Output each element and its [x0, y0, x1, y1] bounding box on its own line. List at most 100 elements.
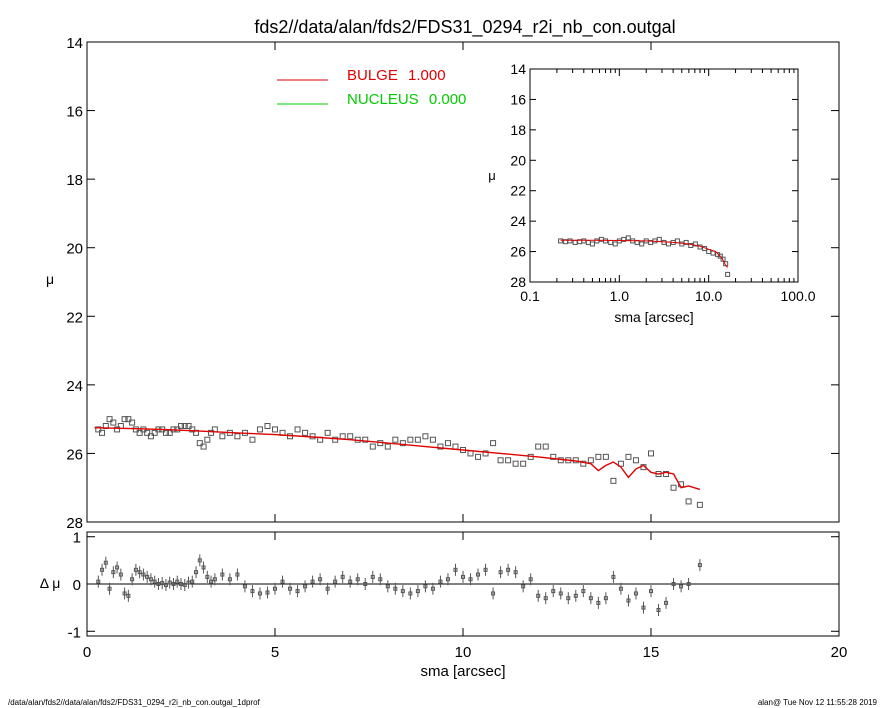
- main-data-point: [482, 450, 489, 457]
- inset-data-point: [639, 241, 645, 247]
- residual-data-point: [641, 605, 646, 610]
- inset-data-point: [567, 238, 573, 244]
- bulge-model-line: [94, 427, 701, 491]
- main-data-point: [302, 429, 309, 436]
- residual-data-point: [430, 586, 435, 591]
- inset-log-panel: 14 16 18 20 22 24 26 28 0.1 1.0 10.0 100.0 μ sma […: [488, 61, 815, 325]
- main-y-tick-label: 16: [66, 104, 83, 121]
- residual-data-point: [137, 570, 142, 575]
- main-y-tick-label: 14: [66, 35, 83, 52]
- residual-data-point: [273, 586, 277, 591]
- residual-data-point: [370, 574, 375, 579]
- residual-data-point: [633, 591, 638, 596]
- main-data-point: [452, 443, 459, 450]
- main-observed-points: [95, 416, 703, 508]
- residual-data-point: [148, 577, 153, 582]
- main-data-point: [587, 457, 594, 464]
- residual-data-point: [423, 584, 428, 589]
- residual-data-point: [257, 591, 262, 596]
- residual-data-point: [130, 577, 135, 582]
- legend-bulge-name: BULGE: [347, 67, 398, 84]
- main-data-point: [162, 429, 169, 436]
- main-data-point: [648, 450, 654, 457]
- main-data-point: [595, 453, 602, 460]
- main-data-point: [189, 426, 196, 433]
- main-data-point: [185, 423, 192, 429]
- residual-data-point: [385, 584, 390, 589]
- inset-data-point: [612, 241, 618, 247]
- residual-y-tick-label: 1: [73, 530, 81, 547]
- residual-y-axis: -1 0 1: [68, 530, 839, 641]
- main-data-point: [249, 436, 256, 443]
- inset-data-point: [594, 238, 600, 244]
- residual-data-point: [163, 582, 168, 587]
- residual-data-point: [483, 567, 488, 572]
- residual-data-point: [596, 600, 601, 605]
- residual-data-point: [408, 591, 413, 596]
- residual-data-point: [513, 570, 518, 575]
- main-data-point: [407, 436, 414, 443]
- residual-data-point: [588, 596, 593, 601]
- residual-data-point: [649, 589, 653, 594]
- residual-data-point: [363, 582, 368, 586]
- inset-data-point: [558, 238, 564, 244]
- main-profile-panel: 14 16 18 20 22 24 26 28 μ BULGE 1.000 NUCLEUS 0…: [46, 35, 840, 532]
- residual-data-point: [186, 580, 191, 585]
- residual-data-point: [438, 579, 443, 584]
- main-data-point: [392, 436, 399, 443]
- residual-data-point: [618, 586, 623, 591]
- main-y-axis: 14 16 18 20 22 24 26 28: [66, 35, 839, 532]
- residual-data-point: [156, 582, 161, 586]
- main-data-point: [520, 460, 527, 467]
- main-y-tick-label: 22: [66, 309, 83, 326]
- residual-data-point: [182, 582, 187, 587]
- main-data-point: [99, 429, 106, 436]
- residual-data-point: [107, 586, 112, 591]
- footer-timestamp: alan@ Tue Nov 12 11:55:28 2019: [757, 698, 877, 707]
- residual-data-point: [378, 577, 383, 582]
- main-data-point: [234, 433, 241, 440]
- residual-data-point: [664, 600, 669, 605]
- main-data-point: [512, 460, 519, 467]
- main-data-point: [106, 416, 113, 423]
- inset-x-tick-label: 1.0: [610, 288, 630, 304]
- main-data-point: [204, 436, 211, 443]
- main-data-point: [181, 423, 188, 429]
- main-data-point: [362, 436, 369, 443]
- residual-data-point: [167, 580, 172, 585]
- residual-data-point: [686, 582, 691, 586]
- inset-data-point: [725, 271, 731, 277]
- residual-data-point: [295, 589, 300, 594]
- residual-data-point: [220, 572, 225, 577]
- residual-data-point: [212, 577, 217, 582]
- residual-data-point: [528, 577, 533, 582]
- residual-data-point: [100, 567, 105, 572]
- inset-y-tick-label: 14: [510, 61, 526, 77]
- main-data-point: [399, 440, 406, 447]
- main-data-point: [332, 436, 339, 443]
- footer-file-path: /data/alan/fds2//data/alan/fds2/FDS31_02…: [8, 698, 260, 707]
- residual-data-point: [303, 584, 308, 589]
- main-data-point: [505, 457, 512, 464]
- residual-x-tick-label: 5: [271, 644, 279, 661]
- main-data-point: [663, 471, 670, 477]
- residual-data-point: [310, 579, 315, 584]
- main-data-point: [136, 429, 143, 436]
- residual-data-point: [197, 558, 202, 563]
- legend-bulge-label: BULGE 1.000: [347, 67, 446, 84]
- main-data-point: [369, 443, 376, 450]
- residual-data-point: [96, 579, 101, 584]
- main-data-point: [294, 426, 301, 433]
- inset-x-axis-label: sma [arcsec]: [614, 309, 693, 325]
- main-data-point: [324, 429, 331, 436]
- residual-data-point: [348, 579, 353, 584]
- residual-data-point: [152, 579, 157, 584]
- residual-data-point: [393, 586, 398, 591]
- residual-data-point: [318, 577, 323, 582]
- residual-data-point: [122, 591, 127, 596]
- main-data-point: [685, 498, 692, 505]
- inset-y-tick-label: 26: [510, 244, 526, 260]
- residual-data-point: [201, 565, 206, 570]
- main-data-point: [437, 443, 444, 450]
- residual-data-point: [133, 567, 138, 572]
